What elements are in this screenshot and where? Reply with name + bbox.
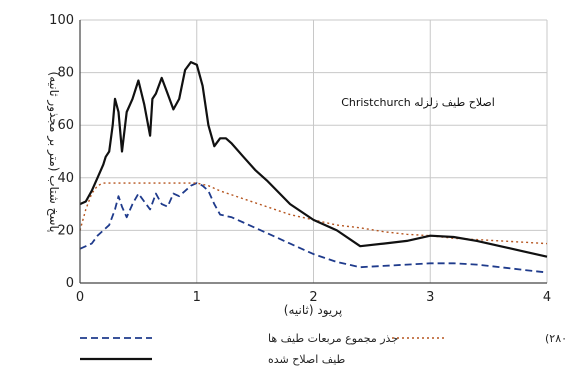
y-axis-title: پاسخ شتاب (متر بر مجذور ثانیه): [46, 72, 61, 233]
series-line-2: [79, 61, 548, 258]
series-line-1: [79, 182, 548, 245]
legend-label-2: طیف اصلاح شده: [268, 353, 346, 366]
x-tick-label-3: 3: [426, 290, 434, 305]
x-tick-label-2: 2: [309, 290, 317, 305]
series-line-0: [79, 182, 548, 274]
y-tick-label-1: 20: [57, 223, 74, 238]
y-tick-label-3: 60: [57, 118, 74, 133]
axes: [79, 20, 547, 284]
series-lines: [79, 61, 548, 274]
chart-annotation: اصلاح طیف زلزله Christchurch: [341, 96, 495, 109]
x-tick-label-1: 1: [193, 290, 201, 305]
y-tick-label-4: 80: [57, 66, 74, 81]
x-tick-label-0: 0: [76, 290, 84, 305]
x-axis-title: پریود (ثانیه): [284, 303, 342, 318]
y-tick-label-0: 0: [66, 276, 74, 291]
legend-label-1: ۱.۴ *(طیف ۲۸۰۰): [545, 332, 567, 345]
legend-label-0: جذر مجموع مربعات طیف ها: [268, 332, 398, 345]
x-tick-label-4: 4: [543, 290, 551, 305]
legend: جذر مجموع مربعات طیف ها ۱.۴ *(طیف ۲۸۰۰) طی…: [80, 332, 567, 366]
y-tick-label-2: 40: [57, 171, 74, 186]
y-tick-label-5: 100: [49, 13, 74, 28]
